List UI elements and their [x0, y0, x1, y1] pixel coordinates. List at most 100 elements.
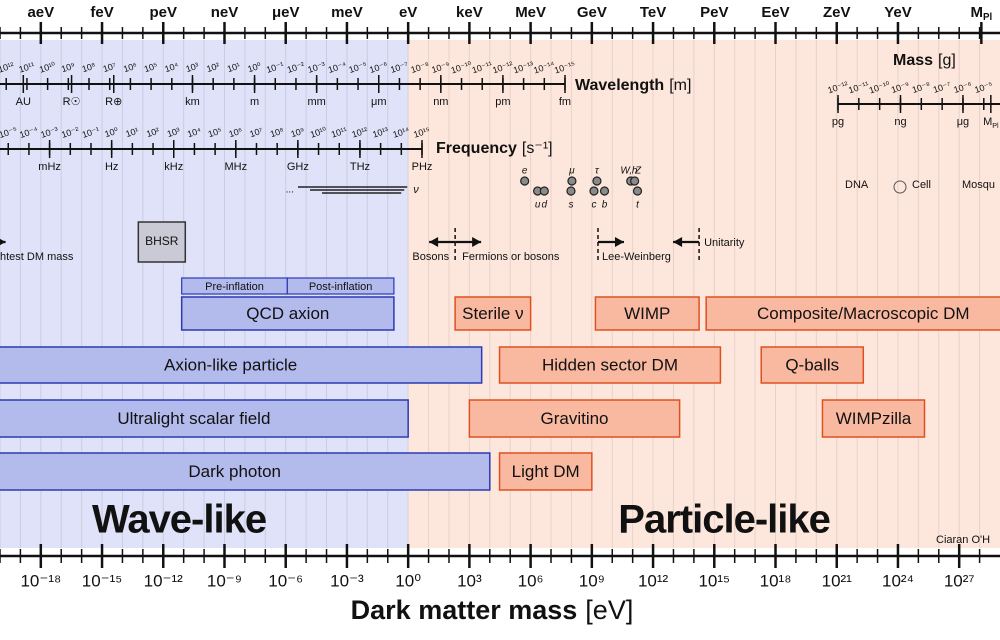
wavelength_axis-tick-label: 10² [205, 61, 220, 75]
x-tick-label: 10⁻⁹ [207, 571, 242, 590]
wavelength_axis-tick-label: 10⁹ [60, 60, 76, 74]
wavelength_axis-tick-label: 10³ [185, 61, 200, 75]
frequency_axis-tick-label: 10⁰ [103, 125, 119, 139]
x-axis-title: Dark matter mass [351, 595, 578, 625]
frequency_axis-landmark: mHz [38, 161, 61, 173]
wavelength_axis-landmark: nm [433, 96, 448, 108]
top-tick-label-main: PeV [700, 4, 728, 21]
range-bar [821, 399, 926, 438]
bound-arrowhead [0, 238, 6, 246]
mass_axis-landmark: μg [957, 116, 969, 128]
wavelength_axis-landmark: μm [371, 96, 387, 108]
frequency_axis-tick-label: 10¹¹ [330, 125, 348, 139]
x-tick-label: 10⁻¹⁸ [20, 571, 61, 590]
wavelength_axis-tick-label: 10⁷ [102, 61, 118, 75]
x-tick-label: 10⁰ [395, 571, 421, 590]
wavelength_axis-landmark: km [185, 96, 200, 108]
neutrino-lead: ... [286, 185, 294, 196]
frequency_axis-landmark-main: kHz [164, 161, 183, 173]
wavelength_axis-landmark-main: nm [433, 96, 448, 108]
x-tick-label: 10¹⁵ [698, 571, 730, 590]
bound-label: Bosons [412, 251, 449, 263]
frequency_axis-landmark-main: MHz [225, 161, 248, 173]
wavelength_axis-tick-label: 10⁵ [143, 60, 159, 74]
frequency_axis-landmark: Hz [105, 161, 118, 173]
top-tick-label: PeV [700, 4, 728, 21]
range-part-label: Pre-inflation [205, 281, 264, 293]
x-axis-label: Dark matter mass [eV] [351, 595, 634, 625]
range-label: QCD axion [246, 304, 329, 323]
bound-label: Fermions or bosons [462, 251, 560, 263]
particle-label: s [568, 200, 573, 211]
frequency_axis-landmark-main: THz [350, 161, 370, 173]
frequency_axis-title-main: Frequency [436, 140, 517, 157]
range-bar [498, 346, 722, 384]
wavelength_axis-title-main: Wavelength [575, 77, 664, 94]
bound-label: Unitarity [704, 237, 745, 249]
particle-label: t [636, 200, 640, 211]
wavelength_axis-title: Wavelength [m] [575, 77, 691, 94]
x-tick-label: 10²⁷ [944, 571, 975, 590]
frequency_axis-tick-label: 10⁹ [290, 125, 306, 139]
top-tick-label: GeV [577, 4, 607, 21]
range-label: Gravitino [540, 409, 608, 428]
bound-arrowhead [472, 237, 482, 247]
frequency_axis-tick-label: 10⁸ [269, 125, 285, 139]
particle-dot [566, 186, 576, 196]
particle-dot [630, 176, 640, 186]
top-tick-label-main: eV [399, 4, 417, 21]
mass_axis-landmark-main: M [983, 116, 992, 128]
mass_axis-landmark-main: ng [894, 116, 906, 128]
x-tick-label: 10⁶ [518, 571, 544, 590]
wavelength_axis-landmark-main: R⊕ [105, 96, 122, 108]
top-tick-label: MPl [970, 4, 992, 23]
top-tick-label: meV [331, 4, 363, 21]
particle-dot [589, 186, 599, 196]
mass_axis-landmark-sub: Pl [992, 122, 999, 130]
x-tick-label: 10⁻³ [330, 571, 364, 590]
particle-label: d [542, 200, 548, 211]
range-label: WIMP [624, 304, 670, 323]
wavelength_axis-landmark-main: km [185, 96, 200, 108]
mass_axis-title: Mass [g] [893, 52, 956, 69]
top-tick-label: feV [90, 4, 113, 21]
group-label: Particle-like [618, 498, 830, 542]
x-tick-label: 10⁻¹⁵ [82, 571, 123, 590]
particle-label: τ [595, 166, 600, 177]
wavelength_axis-tick-label: 10⁰ [246, 60, 262, 74]
frequency_axis-tick-label: 10¹³ [371, 125, 389, 139]
top-tick-label-main: μeV [272, 4, 300, 21]
wavelength_axis-title-unit: [m] [669, 77, 691, 94]
particle-region [408, 40, 1000, 548]
frequency_axis-landmark: MHz [225, 161, 248, 173]
object-label: Cell [912, 179, 931, 191]
bound-label: htest DM mass [0, 251, 74, 263]
particle-dot [539, 186, 549, 196]
particle-dot [632, 186, 643, 196]
mass_axis-landmark: MPl [983, 116, 999, 130]
top-tick-label-main: TeV [640, 4, 666, 21]
top-tick-label-main: keV [456, 4, 483, 21]
mass_axis-title-unit: [g] [938, 52, 956, 69]
frequency_axis-landmark-main: mHz [38, 161, 61, 173]
wavelength_axis-landmark: fm [559, 96, 571, 108]
top-tick-label: MeV [515, 4, 546, 21]
top-tick-label: TeV [640, 4, 666, 21]
x-tick-label: 10¹⁸ [760, 571, 792, 590]
object-label: Mosqu [962, 179, 995, 191]
top-tick-label-main: GeV [577, 4, 607, 21]
top-tick-label-sub: Pl [983, 12, 993, 23]
top-tick-label-main: peV [150, 4, 178, 21]
bound-arrowhead [429, 237, 439, 247]
range-bar [0, 346, 483, 384]
top-tick-label: YeV [884, 4, 912, 21]
wavelength_axis-tick-label: 10⁴ [163, 60, 179, 74]
frequency_axis-landmark-main: Hz [105, 161, 118, 173]
top-tick-label-main: neV [211, 4, 239, 21]
particle-label: c [591, 200, 596, 211]
range-bar [0, 399, 409, 438]
frequency_axis-tick-label: 10⁷ [248, 126, 264, 140]
particle-dot [599, 186, 610, 196]
frequency_axis-landmark-main: GHz [287, 161, 309, 173]
neutrino-label: ν [413, 184, 419, 196]
